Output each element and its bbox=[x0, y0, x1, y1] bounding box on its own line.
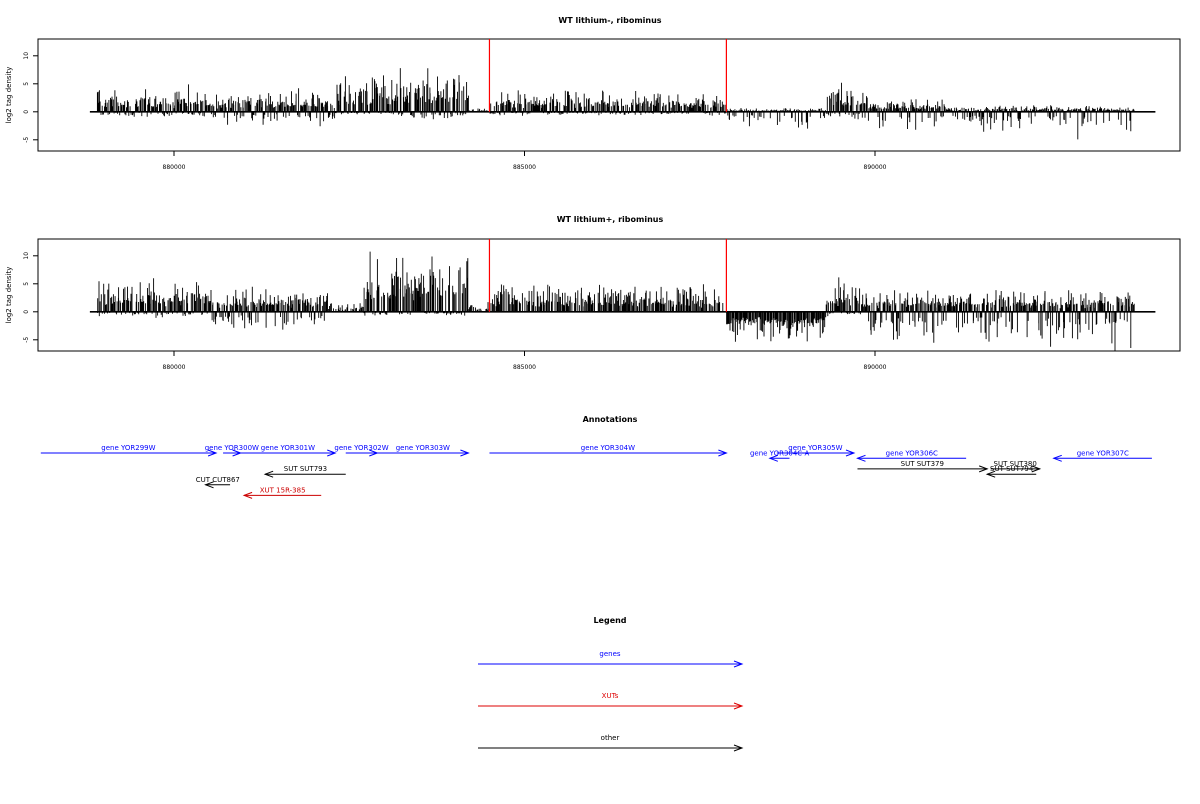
panel2-bars-segment-7 bbox=[726, 311, 827, 342]
feature-12-label: SUT SUT380 bbox=[994, 460, 1037, 468]
feature-14-head bbox=[263, 470, 274, 478]
feature-3-label: gene YOR301W bbox=[261, 444, 315, 452]
panel2-bars-segment-6 bbox=[490, 284, 724, 312]
feature-13-label: SUT SUT794 bbox=[990, 465, 1034, 473]
legend-item-3-head bbox=[733, 744, 744, 752]
panel2-bars-segment-9 bbox=[861, 290, 1135, 351]
feature-1-label: gene YOR299W bbox=[101, 444, 155, 452]
feature-10-label: gene YOR307C bbox=[1077, 449, 1129, 457]
panel2-xtick-label-1: 880000 bbox=[163, 364, 186, 371]
feature-15-label: CUT CUT867 bbox=[196, 476, 240, 484]
panel2-xtick-label-3: 890000 bbox=[864, 364, 887, 371]
feature-4-label: gene YOR302W bbox=[334, 444, 388, 452]
feature-12-head bbox=[1031, 465, 1042, 473]
panel1-bars-segment-9 bbox=[867, 99, 946, 130]
legend-item-3-label: other bbox=[601, 734, 620, 742]
feature-2-label: gene YOR300W bbox=[205, 444, 259, 452]
panel1-xtick-label-1: 880000 bbox=[163, 164, 186, 171]
feature-8-label: gene YOR304C-A bbox=[750, 449, 810, 457]
panel2-bars-segment-8 bbox=[825, 277, 861, 317]
panel2-title: WT lithium+, ribominus bbox=[557, 215, 664, 224]
panel1-ytick-label-1: -5 bbox=[23, 137, 30, 143]
annotations-title: Annotations bbox=[583, 415, 638, 424]
feature-13-head bbox=[985, 470, 996, 478]
panel1-xtick-label-2: 885000 bbox=[513, 164, 536, 171]
panel1-bars-segment-1 bbox=[96, 84, 210, 117]
panel2-bars-segment-2 bbox=[209, 286, 328, 330]
feature-3-head bbox=[327, 449, 337, 457]
feature-16-label: XUT 15R-385 bbox=[260, 486, 306, 494]
legend-item-2-head bbox=[733, 702, 744, 710]
panel1-bars-segment-8 bbox=[825, 82, 868, 120]
panel1-ytick-label-3: 5 bbox=[23, 82, 30, 86]
panel2-ylabel: log2 tag density bbox=[5, 267, 13, 324]
legend-item-2-label: XUTs bbox=[602, 692, 619, 700]
feature-16-head bbox=[242, 491, 253, 499]
panel1-ylabel: log2 tag density bbox=[5, 67, 13, 124]
panel1-bars-segment-2 bbox=[209, 88, 336, 127]
feature-11-label: SUT SUT379 bbox=[901, 460, 944, 468]
panel1-frame bbox=[37, 38, 1181, 152]
feature-10-head bbox=[1052, 454, 1062, 462]
legend-title: Legend bbox=[593, 616, 626, 625]
feature-6-label: gene YOR304W bbox=[581, 444, 635, 452]
panel1-title: WT lithium-, ribominus bbox=[558, 16, 661, 25]
panel1-bars-segment-3 bbox=[334, 75, 392, 115]
feature-8-head bbox=[768, 454, 779, 462]
panel2-bars-segment-5 bbox=[468, 302, 490, 312]
panel2-ytick-label-1: -5 bbox=[23, 337, 30, 343]
feature-14-label: SUT SUT793 bbox=[284, 465, 327, 473]
feature-5-label: gene YOR303W bbox=[396, 444, 450, 452]
feature-11-head bbox=[978, 465, 989, 473]
legend-item-1-label: genes bbox=[599, 650, 620, 658]
feature-9-label: gene YOR306C bbox=[886, 449, 938, 457]
panel2-ytick-label-4: 10 bbox=[23, 252, 30, 260]
panel2-bars-segment-3 bbox=[328, 303, 364, 312]
feature-1-head bbox=[207, 449, 218, 457]
panel2-bars-segment-4 bbox=[363, 251, 469, 316]
feature-7-label: gene YOR305W bbox=[788, 444, 842, 452]
panel2-ytick-label-3: 5 bbox=[23, 282, 30, 286]
legend-item-1-head bbox=[733, 660, 744, 668]
panel2-frame bbox=[37, 238, 1181, 352]
panel1-ytick-label-4: 10 bbox=[23, 52, 30, 60]
feature-15-head bbox=[204, 481, 214, 489]
feature-6-head bbox=[718, 449, 728, 457]
panel1-xtick-label-3: 890000 bbox=[864, 164, 887, 171]
feature-7-head bbox=[845, 449, 856, 457]
panel1-bars-segment-10 bbox=[944, 105, 1065, 132]
panel2-xtick-label-2: 885000 bbox=[513, 364, 536, 371]
panel2-ytick-label-2: 0 bbox=[23, 310, 30, 314]
panel1-bars-segment-4 bbox=[391, 68, 469, 120]
panel1-ytick-label-2: 0 bbox=[23, 110, 30, 114]
feature-5-head bbox=[460, 449, 470, 457]
feature-9-head bbox=[856, 454, 866, 462]
